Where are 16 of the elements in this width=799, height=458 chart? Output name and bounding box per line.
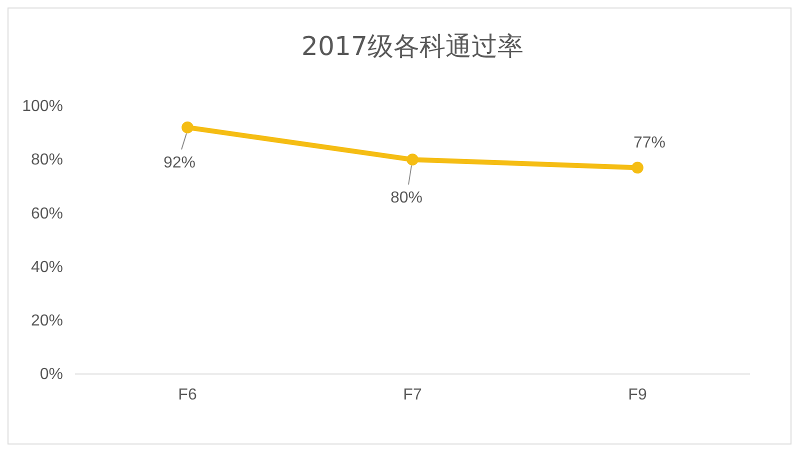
x-tick-label: F6 (178, 386, 197, 404)
point (406, 154, 418, 166)
point (182, 122, 194, 134)
y-tick-label: 80% (30, 152, 63, 169)
data-label: 92% (163, 154, 196, 172)
point (632, 162, 644, 174)
y-tick-label: 0% (40, 366, 63, 384)
data-label: 77% (633, 134, 666, 152)
x-tick-label: F9 (628, 386, 647, 404)
data-label: 80% (390, 190, 423, 207)
chart-title: 2017级各科通过率 (301, 32, 524, 62)
y-tick-label: 100% (22, 98, 63, 116)
y-tick-label: 40% (30, 258, 63, 276)
y-tick-label: 60% (30, 205, 63, 222)
y-tick-label: 20% (30, 312, 63, 330)
x-tick-label: F7 (403, 386, 422, 404)
